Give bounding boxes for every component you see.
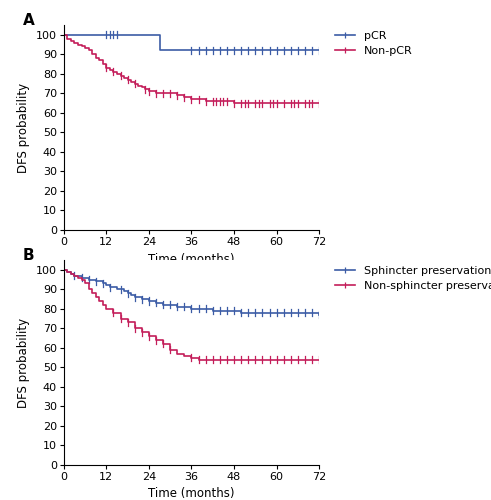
Y-axis label: DFS probability: DFS probability <box>17 318 30 408</box>
Text: A: A <box>23 12 35 28</box>
Text: B: B <box>23 248 34 262</box>
X-axis label: Time (months): Time (months) <box>148 252 235 266</box>
X-axis label: Time (months): Time (months) <box>148 488 235 500</box>
Y-axis label: DFS probability: DFS probability <box>17 82 30 172</box>
Legend: Sphincter preservation, Non-sphincter preservation: Sphincter preservation, Non-sphincter pr… <box>335 266 491 291</box>
Legend: pCR, Non-pCR: pCR, Non-pCR <box>335 30 412 56</box>
